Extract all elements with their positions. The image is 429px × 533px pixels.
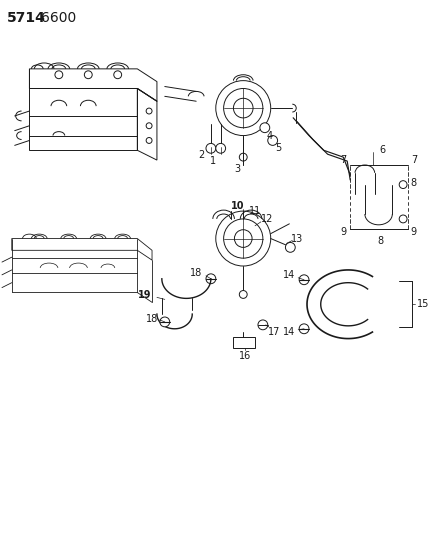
Text: 8: 8 bbox=[411, 177, 417, 188]
Circle shape bbox=[206, 274, 216, 284]
Circle shape bbox=[260, 123, 270, 133]
Text: 9: 9 bbox=[340, 227, 346, 237]
Text: 5714: 5714 bbox=[7, 11, 46, 25]
Text: 16: 16 bbox=[239, 351, 251, 361]
Text: 14: 14 bbox=[283, 270, 296, 280]
Circle shape bbox=[146, 123, 152, 128]
Circle shape bbox=[399, 215, 407, 223]
Text: 11: 11 bbox=[249, 206, 261, 216]
Circle shape bbox=[160, 317, 170, 327]
Text: 19: 19 bbox=[139, 290, 152, 301]
Text: 5: 5 bbox=[275, 143, 282, 154]
Circle shape bbox=[239, 153, 247, 161]
Text: 8: 8 bbox=[378, 237, 384, 246]
Text: 4: 4 bbox=[267, 131, 273, 141]
Text: 2: 2 bbox=[198, 150, 204, 160]
Text: 6600: 6600 bbox=[41, 11, 76, 25]
Text: 17: 17 bbox=[269, 327, 281, 337]
Circle shape bbox=[285, 243, 295, 252]
Text: 1: 1 bbox=[210, 156, 216, 166]
Circle shape bbox=[216, 143, 226, 153]
Circle shape bbox=[299, 275, 309, 285]
Text: 7: 7 bbox=[340, 155, 346, 165]
Text: 3: 3 bbox=[234, 164, 240, 174]
Circle shape bbox=[206, 143, 216, 153]
Circle shape bbox=[239, 290, 247, 298]
Circle shape bbox=[146, 108, 152, 114]
Text: 18: 18 bbox=[146, 314, 158, 324]
Text: 10: 10 bbox=[231, 201, 244, 211]
Circle shape bbox=[299, 324, 309, 334]
Text: 15: 15 bbox=[417, 299, 429, 309]
Text: 7: 7 bbox=[411, 155, 417, 165]
Text: 14: 14 bbox=[283, 327, 296, 337]
Circle shape bbox=[268, 135, 278, 146]
Circle shape bbox=[146, 138, 152, 143]
Circle shape bbox=[399, 181, 407, 189]
Text: 13: 13 bbox=[291, 233, 303, 244]
Text: 9: 9 bbox=[411, 227, 417, 237]
Text: 12: 12 bbox=[260, 214, 273, 224]
Text: 18: 18 bbox=[190, 268, 202, 278]
Text: 6: 6 bbox=[380, 146, 386, 155]
Circle shape bbox=[258, 320, 268, 330]
